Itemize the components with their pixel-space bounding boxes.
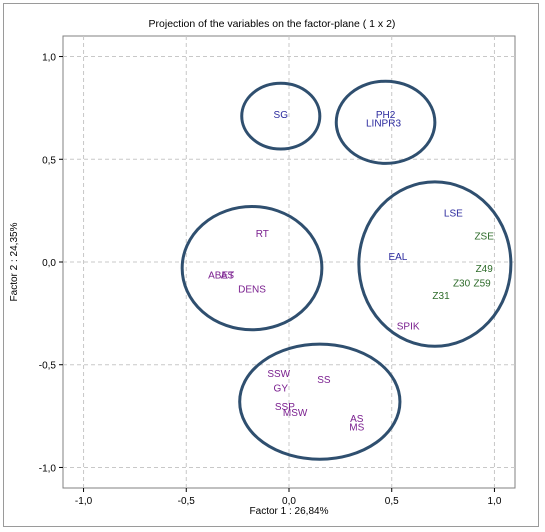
x-tick-label: 1,0 bbox=[488, 496, 502, 507]
y-axis-label: Factor 2 : 24,35% bbox=[9, 222, 20, 301]
point-label: Z59 bbox=[474, 279, 492, 290]
x-tick-label: 0,0 bbox=[282, 496, 296, 507]
point-label: RT bbox=[256, 229, 269, 240]
point-label: GY bbox=[274, 383, 289, 394]
point-label: SPIK bbox=[397, 322, 420, 333]
point-label: Z49 bbox=[476, 264, 494, 275]
point-label: AS bbox=[221, 270, 235, 281]
group-ellipse bbox=[357, 180, 513, 348]
point-label: DENS bbox=[238, 285, 266, 296]
point-label: AS bbox=[350, 414, 364, 425]
point-label: SSP bbox=[275, 402, 295, 413]
point-label: PH2 bbox=[376, 110, 396, 121]
point-label: SS bbox=[317, 375, 331, 386]
point-label: ZSE bbox=[474, 231, 494, 242]
point-label: MS bbox=[349, 422, 364, 433]
point-label: LINPR3 bbox=[366, 118, 401, 129]
y-tick-label: 1,0 bbox=[42, 53, 56, 64]
y-tick-label: 0,5 bbox=[42, 155, 56, 166]
group-ellipse bbox=[238, 342, 402, 461]
y-tick-label: 0,0 bbox=[42, 258, 56, 269]
x-tick-label: -1,0 bbox=[75, 496, 93, 507]
group-ellipse bbox=[180, 205, 324, 332]
axis-ticks: -1,0 -0,5 0,0 0,5 1,0 -1,0 -0,5 0,0 0,5 1,0 bbox=[39, 53, 502, 507]
y-tick-label: -1,0 bbox=[39, 463, 57, 474]
point-label: Z30 bbox=[453, 279, 471, 290]
chart-title: Projection of the variables on the facto… bbox=[149, 18, 396, 30]
x-axis-label: Factor 1 : 26,84% bbox=[250, 506, 329, 517]
point-label: MSW bbox=[283, 408, 308, 419]
grid-lines bbox=[63, 36, 515, 488]
group-ellipse bbox=[334, 79, 437, 165]
point-label: Z31 bbox=[432, 291, 450, 302]
point-label: SG bbox=[274, 110, 289, 121]
x-tick-label: -0,5 bbox=[178, 496, 196, 507]
y-tick-label: -0,5 bbox=[39, 361, 57, 372]
point-label: ABET bbox=[208, 270, 234, 281]
point-label: EAL bbox=[388, 252, 407, 263]
x-tick-label: 0,5 bbox=[385, 496, 399, 507]
point-label: SSW bbox=[267, 369, 290, 380]
point-label: LSE bbox=[444, 209, 463, 220]
group-ellipse bbox=[240, 81, 322, 151]
group-ellipses bbox=[180, 79, 513, 461]
